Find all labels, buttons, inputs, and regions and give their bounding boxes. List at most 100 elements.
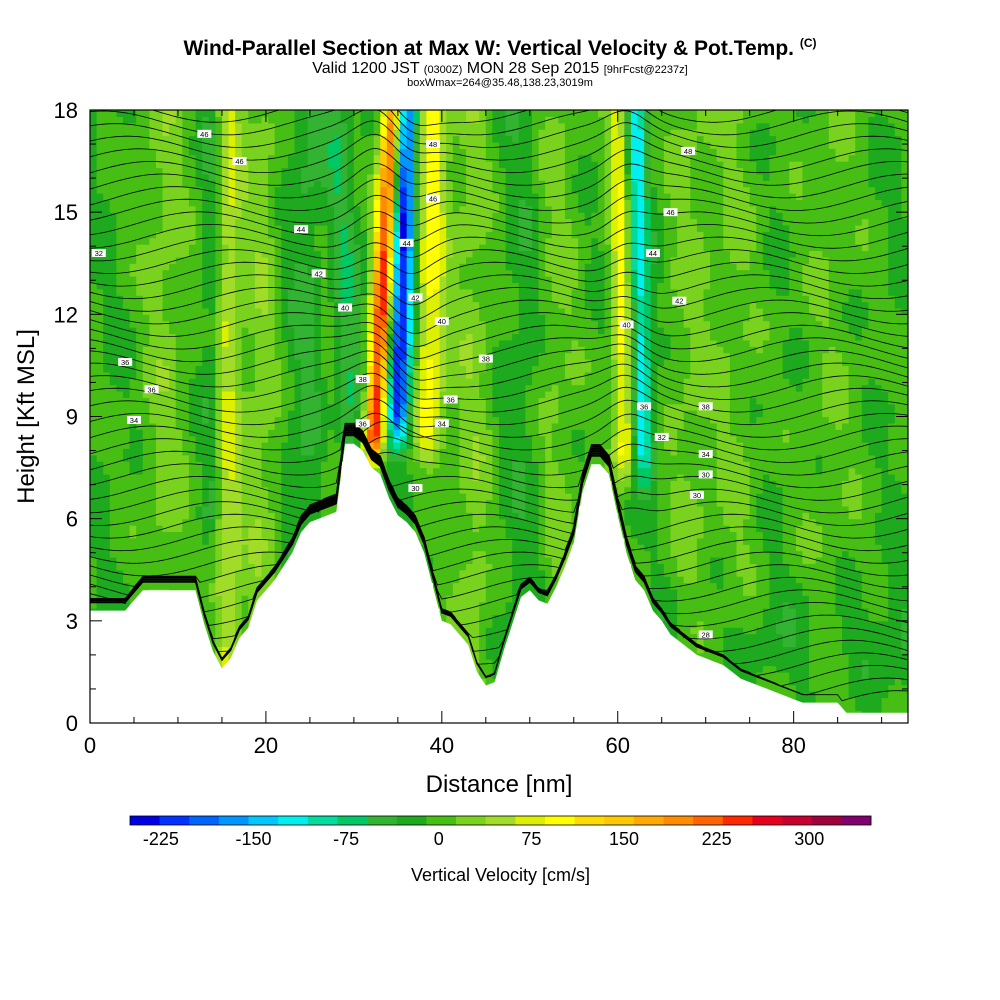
velocity-cell: [169, 212, 177, 220]
velocity-cell: [466, 371, 474, 379]
velocity-cell: [175, 218, 183, 226]
velocity-cell: [518, 110, 526, 117]
velocity-cell: [90, 365, 98, 373]
velocity-cell: [281, 339, 289, 347]
velocity-cell: [155, 486, 164, 494]
velocity-cell: [393, 193, 401, 200]
velocity-cell: [360, 339, 368, 347]
velocity-cell: [307, 320, 315, 328]
velocity-cell: [433, 435, 441, 443]
velocity-cell: [327, 212, 335, 220]
velocity-cell: [472, 269, 480, 277]
velocity-cell: [96, 167, 104, 175]
velocity-cell: [485, 110, 494, 117]
velocity-cell: [492, 135, 500, 143]
velocity-cell: [116, 346, 124, 354]
velocity-cell: [512, 301, 520, 309]
velocity-cell: [314, 410, 322, 418]
velocity-cell: [518, 314, 526, 322]
velocity-cell: [281, 467, 289, 475]
velocity-cell: [149, 390, 157, 398]
velocity-cell: [109, 148, 117, 156]
velocity-cell: [479, 167, 487, 175]
velocity-cell: [109, 237, 117, 245]
velocity-cell: [202, 505, 210, 513]
velocity-cell: [353, 320, 362, 328]
velocity-cell: [386, 442, 395, 450]
velocity-cell: [90, 512, 98, 520]
velocity-cell: [182, 499, 190, 507]
velocity-cell: [340, 282, 348, 290]
velocity-cell: [136, 244, 144, 252]
velocity-cell: [155, 301, 164, 309]
velocity-cell: [221, 627, 230, 635]
velocity-cell: [122, 180, 131, 188]
velocity-cell: [340, 346, 348, 354]
velocity-cell: [142, 467, 150, 475]
velocity-cell: [162, 461, 170, 469]
velocity-cell: [96, 493, 104, 501]
velocity-cell: [360, 231, 368, 239]
velocity-cell: [202, 250, 210, 258]
velocity-cell: [90, 403, 98, 411]
velocity-cell: [90, 442, 98, 450]
velocity-cell: [235, 256, 243, 264]
velocity-cell: [268, 333, 276, 341]
velocity-cell: [492, 633, 500, 641]
velocity-cell: [485, 122, 494, 130]
velocity-cell: [472, 601, 480, 609]
velocity-cell: [96, 544, 104, 552]
velocity-cell: [340, 218, 348, 226]
velocity-cell: [254, 212, 263, 220]
velocity-cell: [142, 486, 150, 494]
velocity-cell: [347, 282, 355, 290]
velocity-cell: [367, 269, 375, 277]
velocity-cell: [367, 135, 375, 143]
velocity-cell: [307, 512, 315, 520]
velocity-cell: [518, 512, 526, 520]
velocity-cell: [188, 256, 197, 264]
velocity-cell: [268, 346, 276, 354]
velocity-cell: [314, 454, 322, 462]
velocity-cell: [347, 250, 355, 258]
velocity-cell: [175, 493, 183, 501]
velocity-cell: [380, 180, 388, 188]
velocity-cell: [122, 122, 131, 130]
velocity-cell: [320, 390, 329, 398]
velocity-cell: [182, 193, 190, 200]
velocity-cell: [406, 110, 414, 117]
velocity-cell: [340, 352, 348, 360]
velocity-cell: [446, 531, 454, 539]
velocity-cell: [274, 461, 282, 469]
velocity-cell: [208, 416, 216, 424]
velocity-cell: [149, 537, 157, 545]
velocity-cell: [103, 173, 111, 181]
velocity-cell: [307, 199, 315, 207]
velocity-cell: [419, 129, 428, 137]
velocity-cell: [406, 205, 414, 213]
velocity-cell: [109, 569, 117, 577]
velocity-cell: [169, 141, 177, 149]
velocity-cell: [169, 429, 177, 437]
velocity-cell: [512, 339, 520, 347]
velocity-cell: [492, 205, 500, 213]
velocity-cell: [380, 231, 388, 239]
velocity-cell: [155, 454, 164, 462]
velocity-cell: [188, 390, 197, 398]
velocity-cell: [254, 116, 263, 124]
velocity-cell: [228, 442, 236, 450]
velocity-cell: [96, 352, 104, 360]
velocity-cell: [235, 601, 243, 609]
velocity-cell: [459, 563, 467, 571]
velocity-cell: [485, 486, 494, 494]
velocity-cell: [439, 352, 447, 360]
velocity-cell: [485, 646, 494, 654]
velocity-cell: [492, 231, 500, 239]
velocity-cell: [334, 448, 342, 456]
velocity-cell: [505, 454, 513, 462]
velocity-cell: [248, 314, 256, 322]
velocity-cell: [492, 224, 500, 232]
velocity-cell: [274, 410, 282, 418]
velocity-cell: [492, 531, 500, 539]
velocity-cell: [472, 435, 480, 443]
